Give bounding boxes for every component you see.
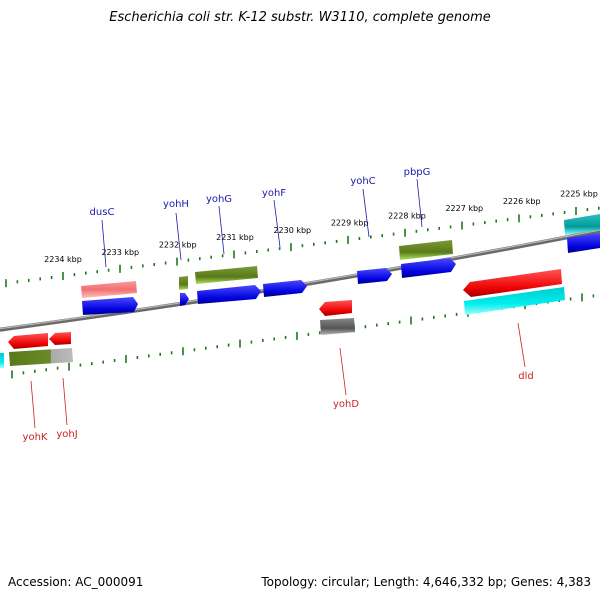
gene-yohC-block[interactable]: [357, 268, 392, 284]
gene-yohG-block[interactable]: [195, 266, 261, 304]
accession-text: Accession: AC_000091: [8, 575, 144, 589]
reverse-genes: [0, 269, 565, 368]
tick-label: 2226 kbp: [503, 197, 541, 206]
tick-label: 2232 kbp: [159, 241, 197, 250]
gene-label-yohH[interactable]: yohH: [163, 199, 189, 210]
gene-dld-block[interactable]: [463, 269, 565, 315]
tick-label: 2230 kbp: [273, 226, 311, 235]
gene-yohH-block[interactable]: [179, 276, 189, 306]
tick-label: 2225 kbp: [560, 190, 598, 199]
gene-label-yohC[interactable]: yohC: [350, 176, 375, 187]
gene-label-dld[interactable]: dld: [518, 371, 533, 382]
gene-left-edge-block[interactable]: [0, 353, 4, 368]
forward-gene-labels: dusC yohH yohG yohF yohC pbpG: [90, 167, 431, 268]
tick-label: 2231 kbp: [216, 233, 254, 242]
gene-dusC-block[interactable]: [81, 281, 138, 315]
reverse-gene-labels: yohK yohJ yohD dld: [23, 322, 534, 443]
gene-label-dusC[interactable]: dusC: [90, 207, 115, 218]
gene-yohD-block[interactable]: [319, 300, 355, 335]
gene-label-pbpG[interactable]: pbpG: [404, 167, 431, 178]
tick-labels: 2225 kbp 2226 kbp 2227 kbp 2228 kbp 2229 kbp…: [44, 190, 598, 264]
gene-yohJ-block[interactable]: [49, 332, 71, 345]
gene-right-edge-block[interactable]: [564, 214, 600, 253]
genome-summary-text: Topology: circular; Length: 4,646,332 bp…: [261, 575, 591, 589]
tick-label: 2229 kbp: [331, 219, 369, 228]
tick-label: 2228 kbp: [388, 211, 426, 220]
gene-pbpG-block[interactable]: [399, 240, 456, 278]
tick-label: 2233 kbp: [101, 248, 139, 257]
map-title: Escherichia coli str. K-12 substr. W3110…: [109, 10, 491, 25]
tick-label: 2227 kbp: [445, 204, 483, 213]
gene-label-yohF[interactable]: yohF: [262, 188, 286, 199]
upper-tick-rail: [5, 206, 600, 288]
tick-label: 2234 kbp: [44, 255, 82, 264]
forward-genes: [81, 214, 600, 315]
gene-yohF-block[interactable]: [263, 280, 307, 297]
gene-label-yohJ[interactable]: yohJ: [56, 429, 77, 440]
gene-label-yohK[interactable]: yohK: [23, 432, 48, 443]
gene-label-yohD[interactable]: yohD: [333, 399, 359, 410]
gene-label-yohG[interactable]: yohG: [206, 194, 232, 205]
gene-yohK-block[interactable]: [8, 333, 73, 366]
